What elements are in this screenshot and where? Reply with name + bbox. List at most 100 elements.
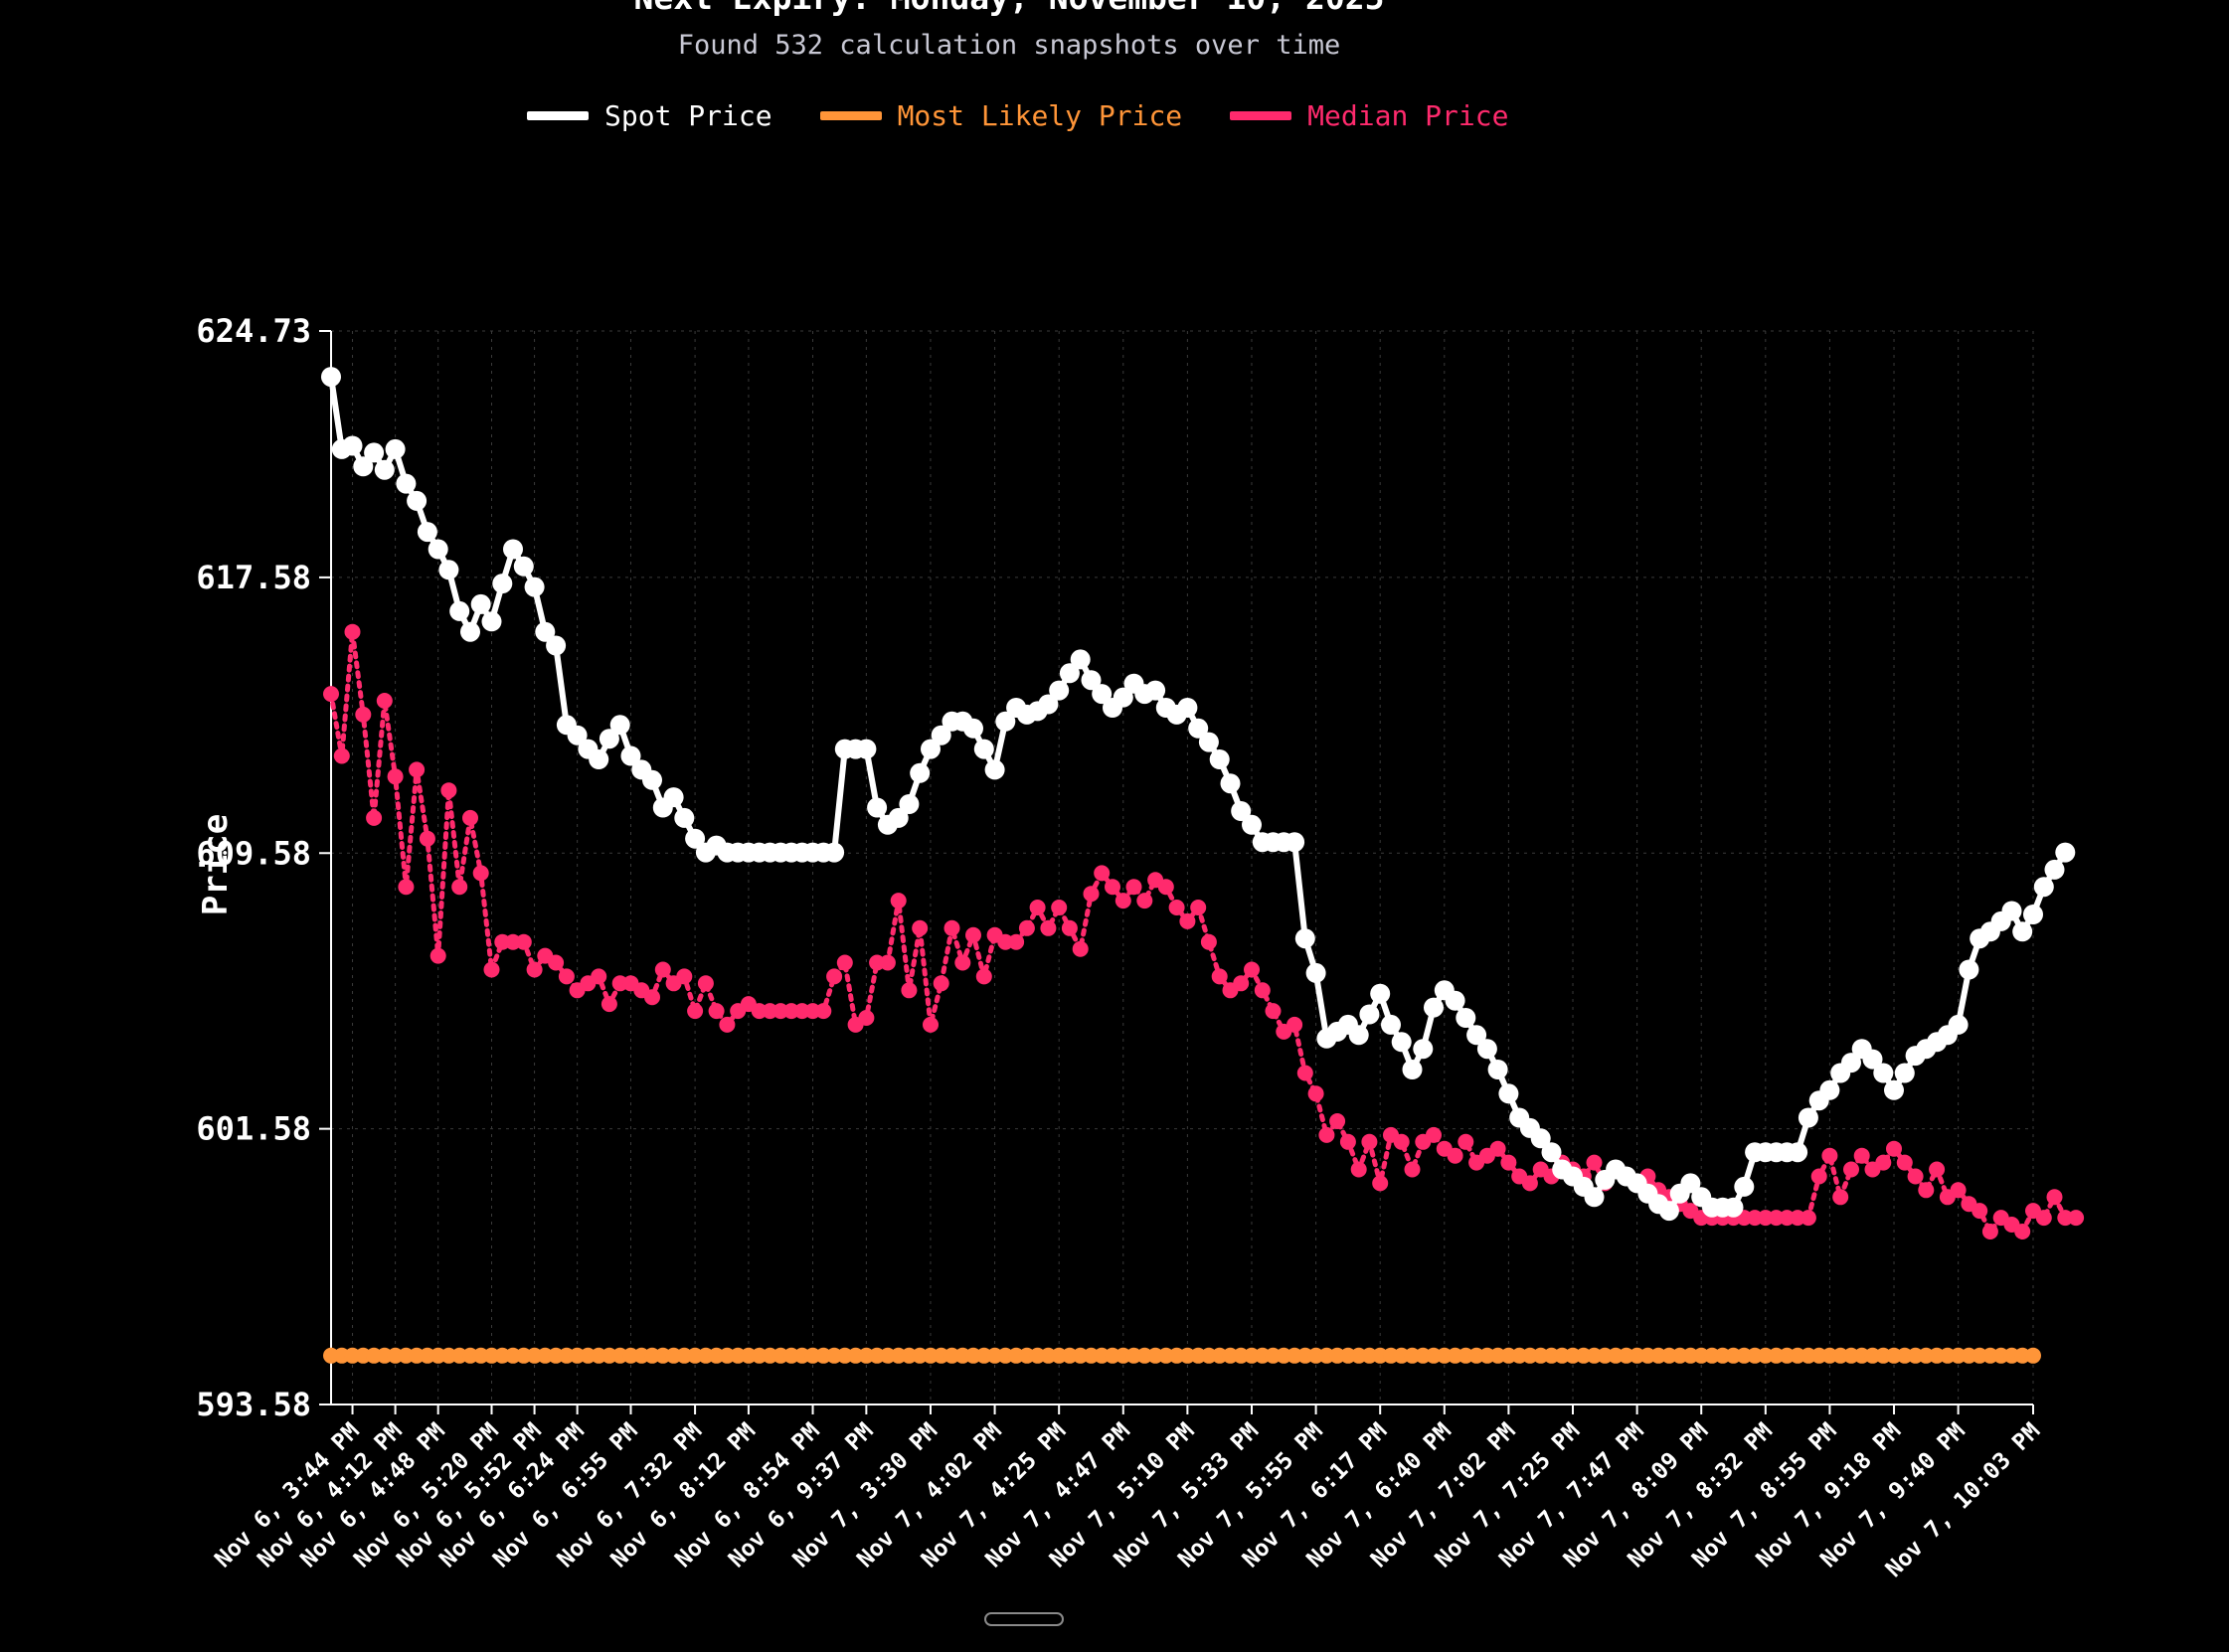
series-point-spot-price [1242,814,1262,835]
series-point-median-price [708,1003,725,1020]
series-point-median-price [697,975,714,992]
y-tick-label: 624.73 [196,312,311,350]
series-point-median-price [1211,968,1228,985]
series-point-median-price [1008,933,1025,950]
series-point-median-price [923,1016,939,1033]
series-point-spot-price [1798,1107,1818,1128]
series-point-spot-price [1391,1032,1412,1053]
series-point-spot-price [481,611,502,632]
series-point-spot-price [1788,1142,1808,1163]
y-tick-label: 609.58 [196,834,311,872]
series-point-spot-price [449,600,470,621]
series-point-spot-price [503,539,523,560]
series-point-median-price [344,623,361,640]
series-point-spot-price [2001,901,2022,921]
series-point-median-price [1072,940,1089,957]
series-point-spot-price [1402,1060,1423,1079]
series-point-spot-price [438,560,459,580]
series-point-median-price [1265,1003,1282,1020]
series-point-median-price [965,926,981,943]
series-point-median-price [1040,919,1057,936]
series-point-spot-price [353,456,374,477]
series-point-median-price [558,968,575,985]
series-point-spot-price [1959,959,1979,980]
legend-item-spot[interactable]: Spot Price [527,99,772,132]
series-point-spot-price [1188,718,1209,739]
series-point-median-price [1329,1113,1346,1129]
series-point-spot-price [1209,749,1230,769]
scroll-handle[interactable] [984,1612,1064,1626]
series-point-median-price [1244,961,1260,978]
series-point-median-price [1200,933,1217,950]
series-point-spot-price [1948,1014,1969,1035]
series-point-median-price [472,865,489,882]
series-point-spot-price [931,725,951,745]
series-point-median-price [654,961,671,978]
series-point-spot-price [1285,832,1305,853]
series-point-spot-price [642,769,662,790]
series-point-spot-price [2012,921,2033,942]
series-point-spot-price [1359,1004,1380,1025]
series-point-spot-price [524,577,545,597]
series-point-spot-price [1081,670,1102,691]
series-point-median-price [1950,1182,1967,1199]
series-point-spot-price [417,522,437,543]
y-tick-label: 601.58 [196,1110,311,1148]
series-point-spot-price [513,556,534,577]
series-point-median-price [1233,975,1250,992]
series-point-spot-price [407,490,428,511]
series-point-median-price [419,830,435,847]
series-point-spot-price [1498,1083,1519,1104]
series-point-spot-price [2033,877,2054,898]
chart-subtitle: Found 532 calculation snapshots over tim… [677,30,1341,61]
series-point-spot-price [342,435,363,456]
series-point-median-price [1168,900,1185,915]
series-point-spot-price [1070,649,1091,670]
series-point-spot-price [1059,663,1080,684]
series-point-median-price [1853,1147,1870,1164]
series-point-spot-price [685,828,706,849]
series-point-spot-price [2055,842,2076,863]
series-point-median-price [1404,1161,1421,1178]
legend-swatch-spot [527,111,589,120]
legend-label-spot: Spot Price [604,99,772,132]
series-point-median-price [600,996,617,1013]
y-axis-title: Price [196,814,236,915]
series-point-spot-price [899,794,920,814]
series-point-median-price [644,989,660,1006]
series-point-spot-price [963,718,983,739]
series-point-median-price [1114,893,1131,909]
series-point-spot-price [1841,1053,1861,1074]
series-point-median-price [1157,879,1174,896]
series-point-median-price [409,761,426,778]
series-point-median-price [1018,919,1035,936]
series-point-spot-price [888,807,909,828]
series-point-spot-price [1884,1079,1904,1100]
series-point-median-price [1981,1224,1998,1239]
series-point-median-price [1190,900,1207,915]
series-point-median-price [1521,1175,1538,1192]
legend-item-most-likely[interactable]: Most Likely Price [819,99,1182,132]
series-point-median-price [1296,1065,1313,1081]
series-point-spot-price [1862,1049,1883,1070]
series-point-spot-price [1049,680,1070,701]
series-point-median-price [1179,912,1196,929]
series-point-median-price [387,768,404,785]
series-point-median-price [1318,1126,1335,1143]
series-line-spot-price [328,374,2069,1215]
series-point-spot-price [1819,1079,1840,1100]
series-point-median-price [1350,1161,1367,1178]
series-point-spot-price [1220,773,1241,794]
series-point-median-price [1457,1133,1474,1150]
series-point-spot-price [1734,1176,1755,1197]
series-point-spot-price [535,621,556,642]
series-point-spot-price [1231,801,1252,821]
series-point-median-price [333,747,350,764]
legend-item-median[interactable]: Median Price [1230,99,1508,132]
series-point-spot-price [1530,1128,1551,1149]
series-point-spot-price [984,759,1005,780]
series-point-spot-price [1541,1142,1562,1163]
series-point-spot-price [674,807,695,828]
series-point-median-price [1136,893,1153,909]
series-point-median-price [1029,900,1046,915]
